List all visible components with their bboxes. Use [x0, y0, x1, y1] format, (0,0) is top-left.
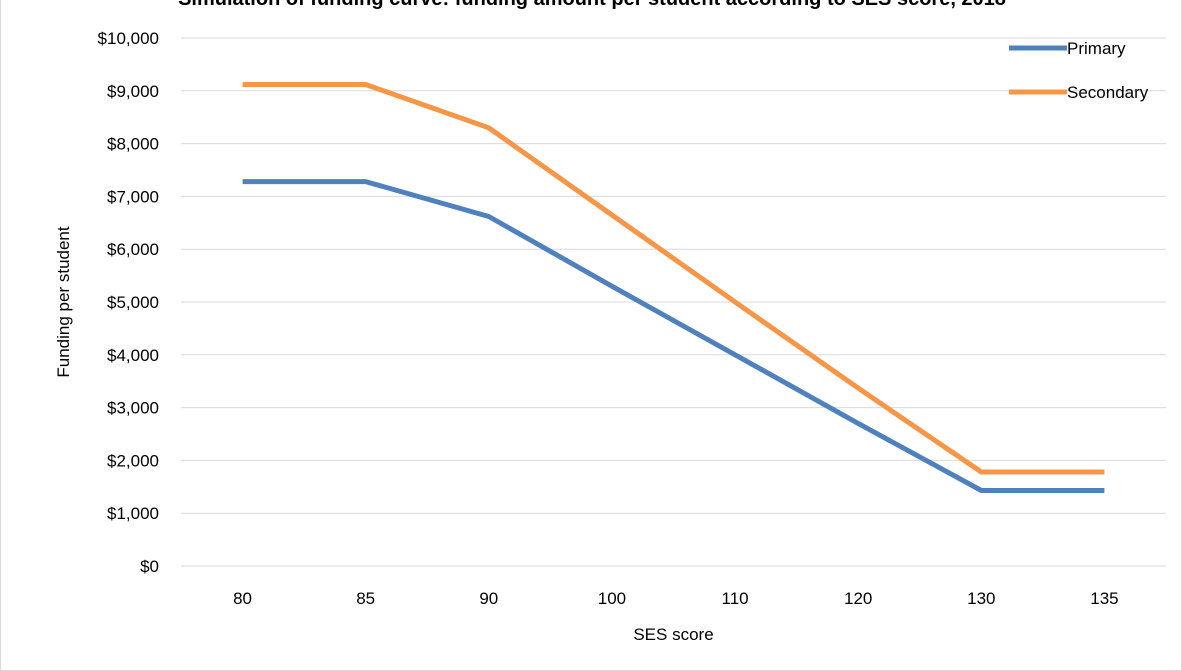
y-tick-label: $9,000: [107, 82, 159, 101]
y-tick-label: $1,000: [107, 504, 159, 523]
gridlines: [181, 37, 1166, 567]
y-tick-label: $0: [140, 557, 159, 576]
x-tick-label: 80: [233, 589, 252, 608]
x-tick-label: 135: [1090, 589, 1118, 608]
x-axis-title: SES score: [633, 625, 713, 644]
legend-label-secondary: Secondary: [1067, 83, 1149, 102]
legend-label-primary: Primary: [1067, 39, 1126, 58]
x-tick-label: 110: [722, 589, 749, 608]
y-tick-label: $7,000: [107, 187, 159, 206]
y-tick-label: $10,000: [98, 29, 159, 48]
x-tick-label: 100: [598, 589, 626, 608]
x-tick-label: 90: [479, 589, 498, 608]
x-tick-label: 130: [967, 589, 995, 608]
y-axis-tick-labels: $0 $1,000 $2,000 $3,000 $4,000 $5,000 $6,000 $7…: [98, 29, 159, 576]
y-tick-label: $6,000: [107, 240, 159, 259]
x-axis-tick-labels: 80 85 90 100 110 120 130 135: [233, 589, 1119, 608]
legend: Primary Secondary: [1009, 39, 1149, 102]
y-tick-label: $8,000: [107, 135, 159, 154]
y-tick-label: $3,000: [107, 399, 159, 418]
y-axis-title: Funding per student: [54, 226, 73, 377]
y-tick-label: $5,000: [107, 293, 159, 312]
chart-title: Simulation of funding curve: funding amo…: [1, 0, 1182, 11]
series-line-secondary: [242, 82, 1105, 475]
y-tick-label: $2,000: [107, 451, 159, 470]
y-tick-label: $4,000: [107, 346, 159, 365]
x-tick-label: 120: [844, 589, 872, 608]
series-line-primary: [242, 179, 1105, 493]
series-lines: [242, 82, 1105, 493]
x-tick-label: 85: [356, 589, 375, 608]
